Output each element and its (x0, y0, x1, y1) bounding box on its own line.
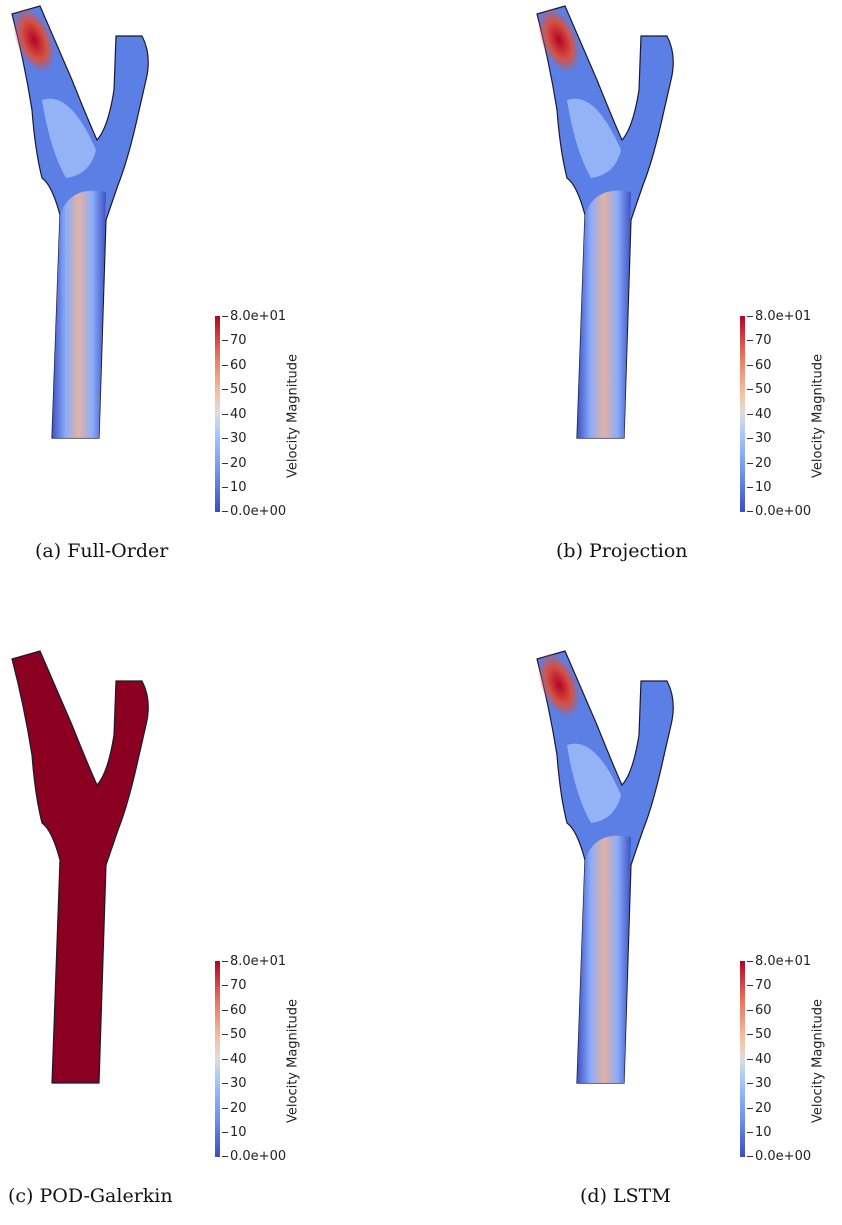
tick-label: 50 (755, 1027, 772, 1042)
junction-field (42, 98, 96, 178)
tick-label: 8.0e+01 (230, 954, 287, 969)
tick-label: 40 (230, 407, 247, 422)
junction-field (567, 98, 621, 178)
inlet-hotspot (13, 7, 55, 73)
tick-label: 30 (755, 431, 772, 446)
colorbar-gradient (215, 316, 220, 512)
caption-a: (a) Full-Order (35, 540, 169, 562)
tick-label: 30 (230, 1076, 247, 1091)
tick-label: 20 (755, 1101, 772, 1116)
junction-field (567, 743, 621, 823)
trunk-field (52, 190, 106, 438)
colorbar-b: 8.0e+01 70 60 50 40 30 20 10 0.0e+00 Vel… (740, 310, 842, 519)
colorbar-d: 8.0e+01 70 60 50 40 30 20 10 0.0e+00 Vel… (740, 955, 842, 1164)
figure-panel-b: 8.0e+01 70 60 50 40 30 20 10 0.0e+00 Vel… (525, 0, 842, 580)
colorbar-title: Velocity Magnitude (810, 353, 826, 479)
colorbar-a: 8.0e+01 70 60 50 40 30 20 10 0.0e+00 Vel… (215, 310, 325, 519)
tick-label: 0.0e+00 (230, 1149, 287, 1164)
tick-label: 70 (230, 978, 247, 993)
tick-label: 0.0e+00 (230, 504, 287, 519)
figure-panel-d: 8.0e+01 70 60 50 40 30 20 10 0.0e+00 Vel… (525, 645, 842, 1225)
tick-label: 0.0e+00 (755, 504, 812, 519)
tick-label: 60 (755, 1003, 772, 1018)
tick-label: 30 (230, 431, 247, 446)
trunk-field (577, 835, 631, 1083)
tick-label: 70 (755, 333, 772, 348)
tick-label: 8.0e+01 (230, 309, 287, 324)
tick-label: 0.0e+00 (755, 1149, 812, 1164)
tick-label: 10 (755, 1125, 772, 1140)
colorbar-title: Velocity Magnitude (285, 353, 301, 479)
vessel-shape (11, 650, 149, 1084)
caption-b: (b) Projection (556, 540, 688, 562)
tick-label: 30 (755, 1076, 772, 1091)
trunk-field (577, 190, 631, 438)
colorbar-title: Velocity Magnitude (285, 998, 301, 1124)
tick-label: 10 (755, 480, 772, 495)
tick-label: 70 (230, 333, 247, 348)
figure-panel-c: 8.0e+01 70 60 50 40 30 20 10 0.0e+00 Vel… (0, 645, 400, 1225)
tick-label: 10 (230, 1125, 247, 1140)
inlet-hotspot (538, 7, 580, 73)
colorbar-title: Velocity Magnitude (810, 998, 826, 1124)
colorbar-gradient (740, 961, 745, 1157)
tick-label: 20 (755, 456, 772, 471)
tick-label: 70 (755, 978, 772, 993)
tick-label: 8.0e+01 (755, 309, 812, 324)
inlet-hotspot (538, 652, 580, 718)
tick-label: 10 (230, 480, 247, 495)
tick-label: 50 (230, 1027, 247, 1042)
tick-label: 20 (230, 1101, 247, 1116)
figure-panel-a: 8.0e+01 70 60 50 40 30 20 10 0.0e+00 Vel… (0, 0, 400, 580)
colorbar-gradient (740, 316, 745, 512)
tick-label: 50 (755, 382, 772, 397)
tick-label: 40 (230, 1052, 247, 1067)
vessel-plot-c (11, 650, 149, 1084)
caption-c: (c) POD-Galerkin (8, 1185, 173, 1207)
tick-label: 8.0e+01 (755, 954, 812, 969)
tick-label: 40 (755, 407, 772, 422)
tick-label: 60 (230, 358, 247, 373)
tick-label: 50 (230, 382, 247, 397)
vessel-plot-a (11, 5, 149, 439)
colorbar-c: 8.0e+01 70 60 50 40 30 20 10 0.0e+00 Vel… (215, 955, 325, 1164)
tick-label: 60 (755, 358, 772, 373)
tick-label: 60 (230, 1003, 247, 1018)
tick-label: 20 (230, 456, 247, 471)
vessel-plot-b (536, 5, 674, 439)
tick-label: 40 (755, 1052, 772, 1067)
caption-d: (d) LSTM (580, 1185, 671, 1207)
vessel-plot-d (536, 650, 674, 1084)
colorbar-gradient (215, 961, 220, 1157)
